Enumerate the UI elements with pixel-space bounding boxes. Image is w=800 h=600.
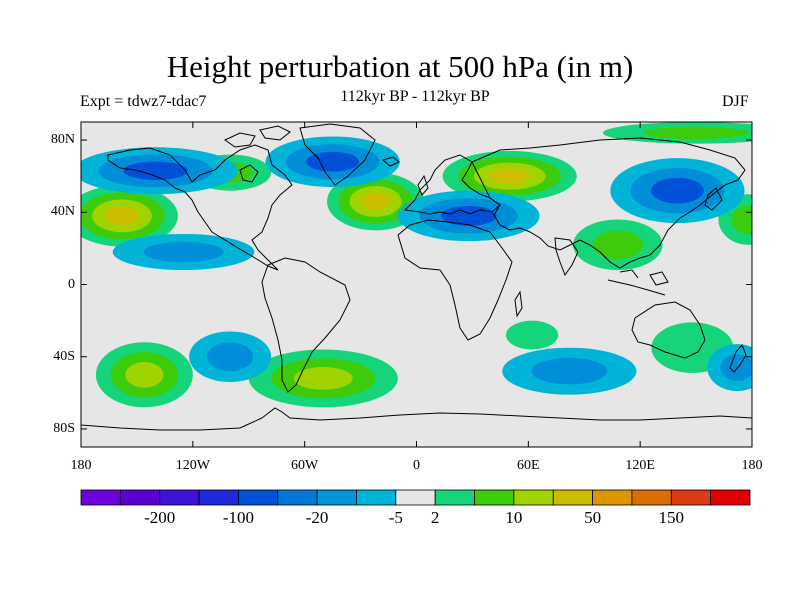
coastline-india <box>554 237 579 277</box>
coastline-australia <box>631 301 706 359</box>
contour-level <box>143 241 224 263</box>
coastline-south-america <box>261 257 351 393</box>
contour-level <box>505 320 559 350</box>
colorbar-box <box>238 489 279 506</box>
colorbar-box <box>159 489 200 506</box>
colorbar-label: 150 <box>658 508 685 527</box>
field-southeast-pacific-negative <box>189 331 272 382</box>
coastline-japan <box>704 187 723 211</box>
plot-subtitle: 112kyr BP - 112kyr BP <box>340 88 490 105</box>
coastline-iceland <box>381 156 400 167</box>
contour-level <box>206 342 254 372</box>
colorbar-label: 50 <box>584 508 602 527</box>
coastline-antarctica <box>81 407 752 431</box>
colorbar-box <box>710 489 751 506</box>
x-tick-label: 180 <box>741 458 763 473</box>
colorbar-box <box>80 489 121 506</box>
contour-level <box>123 161 188 180</box>
axis-ticks <box>80 122 753 447</box>
colorbar-box <box>434 489 475 506</box>
contour-level <box>643 126 749 139</box>
y-tick-label: 80N <box>50 132 75 148</box>
coastline-madagascar <box>514 290 523 318</box>
coastline-north-america <box>107 144 293 271</box>
colorbar-label: -20 <box>305 508 329 527</box>
field-siberia-positive <box>442 150 577 202</box>
experiment-label: Expt = tdwz7-tdac7 <box>80 93 207 110</box>
x-tick-label: 120W <box>175 458 210 473</box>
contour-level <box>125 361 164 388</box>
colorbar-box <box>474 489 515 506</box>
coastline-africa <box>397 219 513 341</box>
colorbar-label: -5 <box>388 508 403 527</box>
contour-level <box>293 367 353 390</box>
colorbar-box <box>513 489 554 506</box>
coastline-greenland <box>299 123 376 186</box>
field-atlantic-positive <box>327 172 424 231</box>
contour-level <box>651 177 704 204</box>
colorbar-box <box>316 489 357 506</box>
colorbar-label: 2 <box>430 508 440 527</box>
field-south-africa-positive <box>505 320 559 350</box>
field-south-pacific-positive <box>95 342 193 408</box>
contour-level <box>592 230 644 260</box>
field-europe-negative <box>397 190 540 242</box>
contour-level <box>105 206 139 226</box>
coastline-hudson-bay <box>239 164 259 183</box>
colorbar-label: -100 <box>222 508 254 527</box>
colorbar-label: -200 <box>144 508 176 527</box>
plot-title: Height perturbation at 500 hPa (in m) <box>166 49 634 84</box>
contour-level <box>360 192 391 211</box>
coastline-indonesia <box>607 269 669 296</box>
coastline-asia <box>471 137 746 269</box>
coastline-new-zealand <box>729 344 747 373</box>
season-label: DJF <box>722 93 749 110</box>
contour-level <box>731 205 752 234</box>
field-south-atlantic-positive <box>248 349 398 408</box>
field-pacific-north-positive <box>81 185 178 247</box>
colorbar-box <box>670 489 712 506</box>
contour-fields <box>81 122 752 408</box>
colorbar <box>80 489 751 506</box>
contour-level <box>489 168 530 184</box>
colorbar-box <box>592 489 633 506</box>
x-tick-label: 180 <box>70 458 92 473</box>
colorbar-box <box>631 489 672 506</box>
coastlines <box>81 123 752 431</box>
colorbar-box <box>356 489 397 506</box>
field-alaska-negative <box>81 147 238 195</box>
y-tick-label: 80S <box>53 420 75 436</box>
colorbar-label: 10 <box>505 508 523 527</box>
field-tropical-pacific-negative <box>112 233 255 271</box>
colorbar-box <box>395 489 436 506</box>
contour-level <box>531 357 608 385</box>
coastline-arctic-islands <box>224 125 291 148</box>
colorbar-box <box>277 489 318 506</box>
x-tick-label: 120E <box>625 458 655 473</box>
coastline-britain <box>417 174 429 196</box>
x-tick-label: 60W <box>291 458 319 473</box>
field-indian-ocean-negative <box>502 347 637 395</box>
x-tick-label: 60E <box>517 458 540 473</box>
y-tick-label: 40N <box>50 204 75 220</box>
field-india-positive <box>573 219 663 271</box>
colorbar-box <box>552 489 593 506</box>
coastline-europe <box>403 154 501 215</box>
y-tick-label: 0 <box>68 276 75 292</box>
contour-level <box>306 151 360 172</box>
y-tick-label: 40S <box>53 348 75 364</box>
x-tick-label: 0 <box>413 458 420 473</box>
field-east-asia-negative <box>610 158 745 224</box>
field-arctic-positive <box>602 122 752 144</box>
contour-level <box>440 205 497 226</box>
colorbar-box <box>198 489 239 506</box>
field-greenland-negative <box>265 136 400 188</box>
contour-level <box>720 354 752 381</box>
colorbar-box <box>119 489 161 506</box>
